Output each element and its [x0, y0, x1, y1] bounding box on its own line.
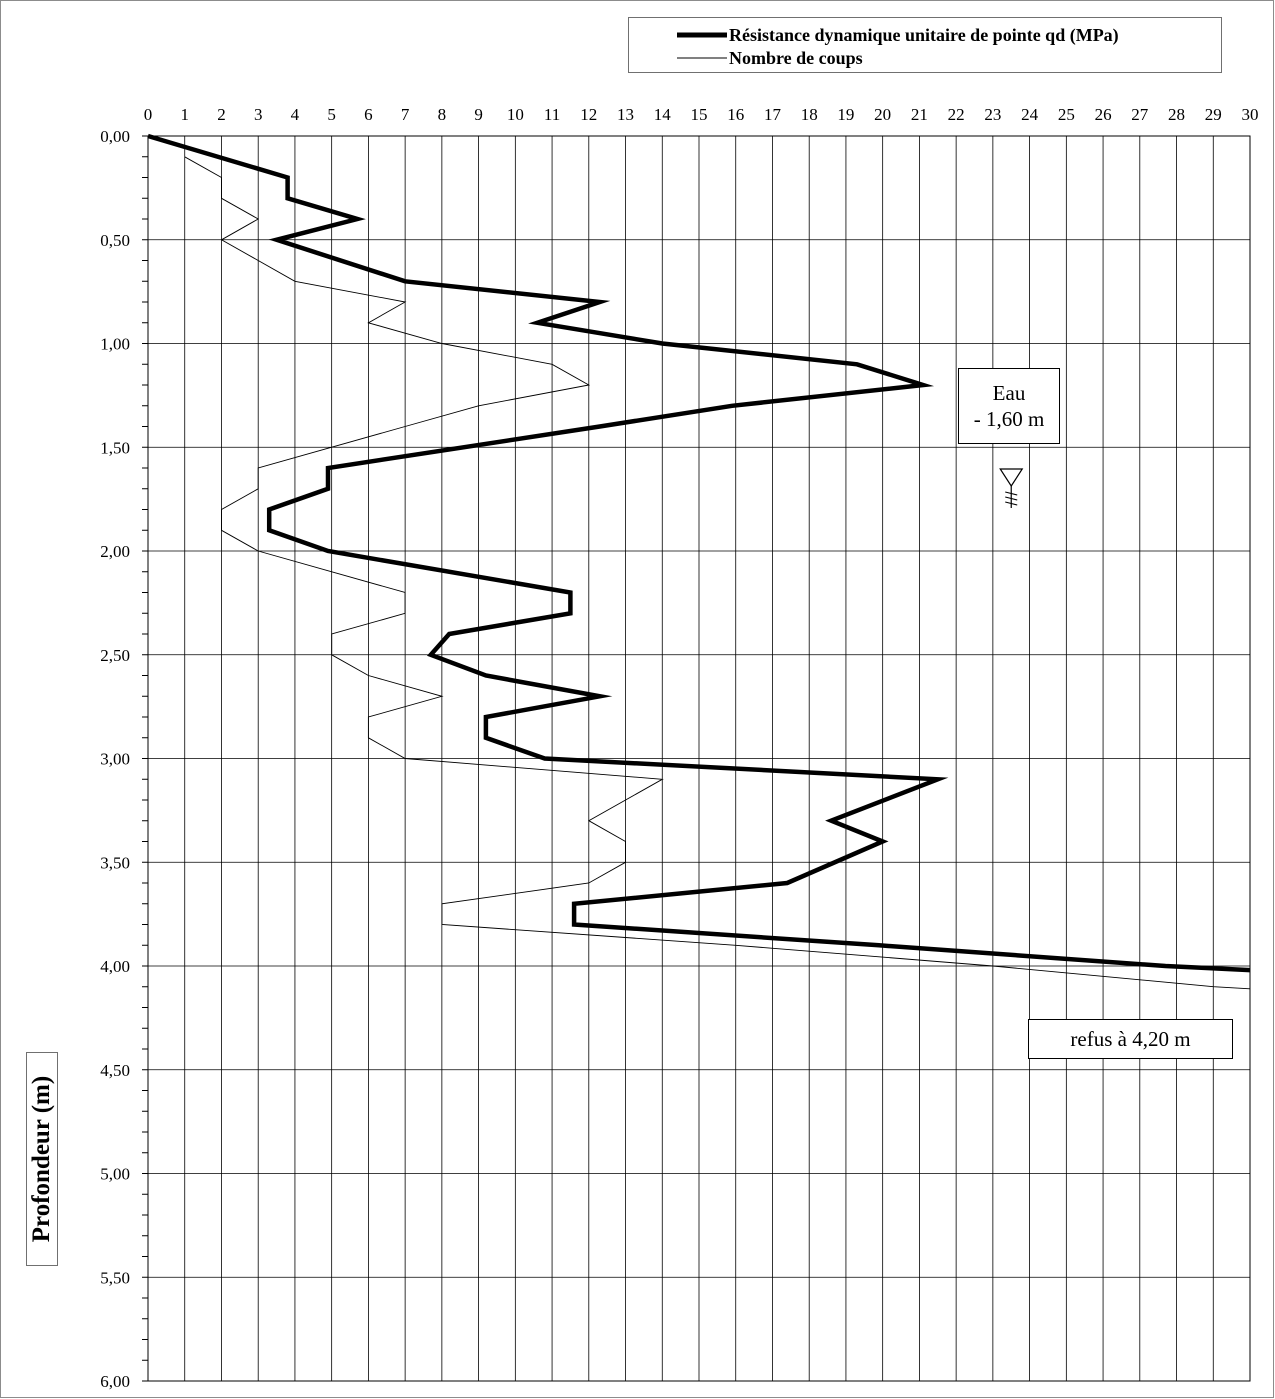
- x-tick-label: 3: [254, 105, 263, 124]
- legend-swatch-thick: [677, 32, 727, 38]
- y-tick-label: 4,00: [100, 957, 130, 976]
- x-tick-label: 4: [291, 105, 300, 124]
- x-tick-label: 22: [948, 105, 965, 124]
- x-tick-label: 15: [691, 105, 708, 124]
- x-tick-label: 2: [217, 105, 226, 124]
- y-tick-label: 6,00: [100, 1372, 130, 1391]
- x-tick-label: 7: [401, 105, 410, 124]
- water-symbol-hatch: [1005, 496, 1018, 501]
- water-symbol-hatch: [1005, 501, 1018, 506]
- x-tick-label: 29: [1205, 105, 1222, 124]
- x-tick-label: 8: [438, 105, 447, 124]
- y-tick-label: 4,50: [100, 1061, 130, 1080]
- x-tick-label: 18: [801, 105, 818, 124]
- x-tick-label: 24: [1021, 105, 1039, 124]
- x-tick-label: 14: [654, 105, 672, 124]
- x-tick-label: 30: [1242, 105, 1259, 124]
- series-line-resistance: [147, 133, 1251, 973]
- y-axis-label-box: Profondeur (m): [26, 1052, 58, 1266]
- x-tick-label: 23: [984, 105, 1001, 124]
- water-annotation-line2: - 1,60 m: [973, 407, 1045, 431]
- x-tick-label: 21: [911, 105, 928, 124]
- water-symbol-hatch: [1005, 491, 1018, 496]
- x-tick-label: 11: [544, 105, 560, 124]
- y-tick-label: 1,50: [100, 438, 130, 457]
- x-tick-label: 9: [474, 105, 483, 124]
- x-tick-label: 19: [837, 105, 854, 124]
- x-tick-label: 0: [144, 105, 153, 124]
- water-level-symbol: [999, 468, 1024, 488]
- y-axis-label: Profondeur (m): [28, 1075, 55, 1243]
- legend-label-coups: Nombre de coups: [729, 47, 863, 68]
- y-tick-label: 3,00: [100, 750, 130, 769]
- x-tick-label: 6: [364, 105, 373, 124]
- x-tick-label: 28: [1168, 105, 1185, 124]
- x-tick-label: 5: [327, 105, 336, 124]
- legend: Résistance dynamique unitaire de pointe …: [628, 17, 1222, 73]
- legend-label-resistance: Résistance dynamique unitaire de pointe …: [729, 24, 1119, 45]
- legend-swatch-thin: [677, 57, 727, 59]
- x-tick-label: 12: [580, 105, 597, 124]
- series-line-coups: [184, 156, 1251, 990]
- x-tick-label: 26: [1095, 105, 1112, 124]
- y-tick-label: 1,00: [100, 335, 130, 354]
- x-tick-label: 25: [1058, 105, 1075, 124]
- water-level-annotation: Eau - 1,60 m: [958, 368, 1060, 444]
- y-tick-label: 0,00: [100, 127, 130, 146]
- x-tick-label: 16: [727, 105, 744, 124]
- water-annotation-line1: Eau: [992, 381, 1026, 405]
- x-tick-label: 17: [764, 105, 782, 124]
- x-tick-label: 1: [180, 105, 189, 124]
- x-tick-label: 10: [507, 105, 524, 124]
- legend-item-resistance: Résistance dynamique unitaire de pointe …: [677, 24, 1119, 46]
- refusal-annotation: refus à 4,20 m: [1028, 1019, 1233, 1059]
- legend-item-coups: Nombre de coups: [677, 47, 863, 69]
- y-tick-label: 5,50: [100, 1268, 130, 1287]
- y-tick-label: 3,50: [100, 853, 130, 872]
- y-tick-label: 0,50: [100, 231, 130, 250]
- x-tick-label: 27: [1131, 105, 1149, 124]
- y-tick-label: 2,00: [100, 542, 130, 561]
- x-tick-label: 20: [874, 105, 891, 124]
- x-tick-label: 13: [617, 105, 634, 124]
- y-tick-label: 5,00: [100, 1165, 130, 1184]
- y-tick-label: 2,50: [100, 646, 130, 665]
